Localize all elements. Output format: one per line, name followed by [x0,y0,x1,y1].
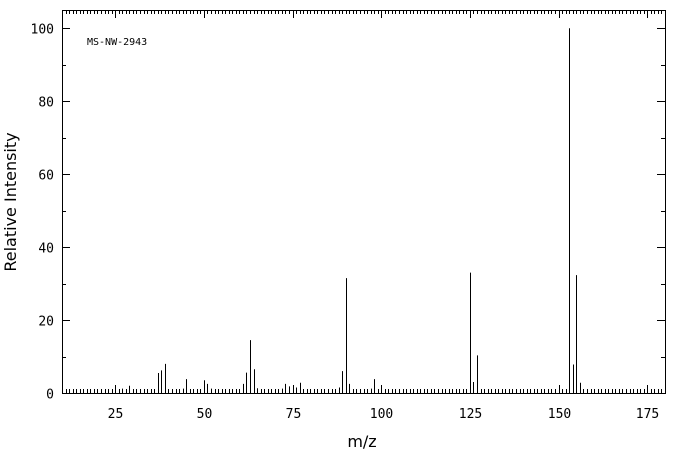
plot-frame [62,10,666,394]
x-tick-label: 150 [548,407,571,422]
spectrum-id-annotation: MS-NW-2943 [87,37,147,48]
x-tick-label: 100 [370,407,393,422]
x-tick-label: 50 [197,407,213,422]
y-tick-label: 40 [38,242,54,257]
x-tick-label: 125 [459,407,482,422]
spectrum-peaks [119,28,581,393]
y-tick-label: 60 [38,169,54,184]
x-axis-ticks: 25 50 75 100 125 150 175 [108,10,659,422]
x-tick-label: 25 [108,407,124,422]
x-tick-label: 75 [286,407,302,422]
x-axis-title: m/z [347,432,376,451]
y-tick-label: 0 [46,388,54,403]
y-axis-title: Relative Intensity [1,132,20,271]
y-minor-ticks [62,65,665,358]
y-tick-label: 80 [38,96,54,111]
y-tick-label: 100 [31,23,54,38]
x-minor-ticks [62,10,666,393]
x-tick-label: 175 [636,407,659,422]
y-axis-ticks: 0 20 40 60 80 100 [31,23,665,403]
y-tick-label: 20 [38,315,54,330]
